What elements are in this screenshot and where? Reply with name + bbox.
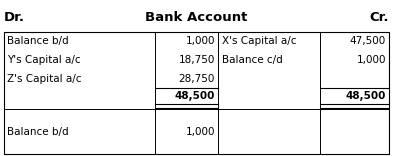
Text: 1,000: 1,000 (356, 55, 386, 65)
Bar (4, 32, 389, 154)
Text: 48,500: 48,500 (345, 91, 386, 101)
Text: Bank Account: Bank Account (145, 11, 248, 24)
Text: 48,500: 48,500 (174, 91, 215, 101)
Text: 1,000: 1,000 (185, 127, 215, 136)
Text: Balance c/d: Balance c/d (222, 55, 283, 65)
Text: 18,750: 18,750 (179, 55, 215, 65)
Text: Balance b/d: Balance b/d (7, 127, 69, 136)
Text: 1,000: 1,000 (185, 36, 215, 46)
Text: Z's Capital a/c: Z's Capital a/c (7, 74, 81, 84)
Text: Dr.: Dr. (4, 11, 25, 24)
Text: X's Capital a/c: X's Capital a/c (222, 36, 296, 46)
Text: 28,750: 28,750 (179, 74, 215, 84)
Text: Y's Capital a/c: Y's Capital a/c (7, 55, 81, 65)
Text: Balance b/d: Balance b/d (7, 36, 69, 46)
Text: Cr.: Cr. (369, 11, 389, 24)
Text: 47,500: 47,500 (350, 36, 386, 46)
